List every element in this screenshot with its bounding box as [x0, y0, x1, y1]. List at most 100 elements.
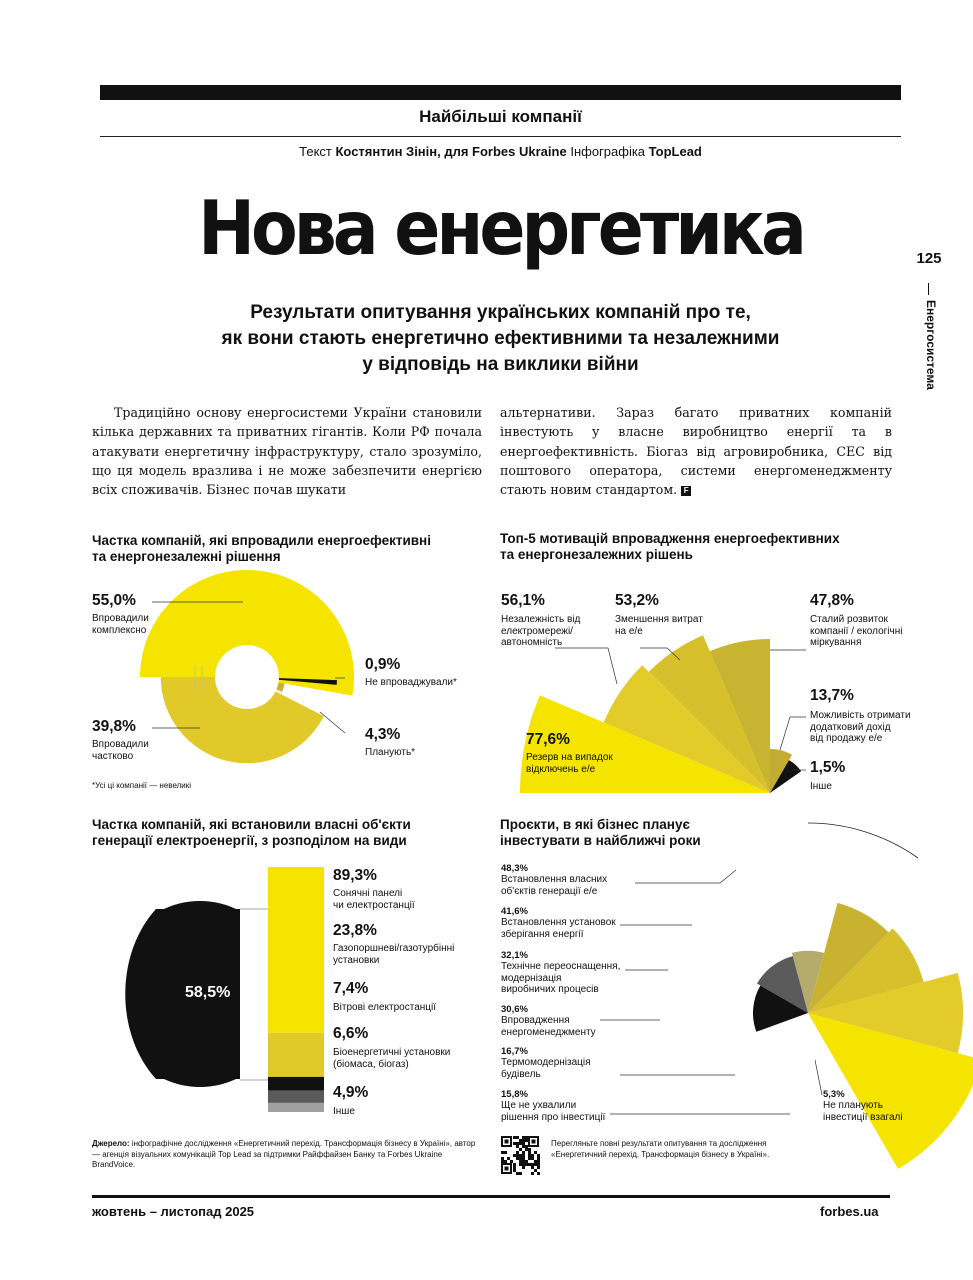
body-text-left: Традиційно основу енергосистеми України … — [92, 405, 482, 498]
source-line1-text: інфографічне дослідження «Енергетичний п… — [131, 1139, 476, 1148]
chart3-bar-name-0-line2: чи електростанції — [333, 899, 415, 911]
chart2-label-value-4: 13,7% — [810, 687, 854, 704]
chart4-label-value-0: 48,3% — [501, 863, 528, 874]
chart2-label-name-2: Зменшення витрат на е/е — [615, 614, 703, 637]
qr-module — [519, 1172, 522, 1175]
chart2-slice-1 — [603, 665, 770, 793]
chart1-title: Частка компаній, які впровадили енергоеф… — [92, 533, 431, 565]
chart4-label-name-6-line2: інвестиції взагалі — [823, 1111, 903, 1123]
chart1-label-name-0: Впровадили комплексно — [92, 613, 149, 636]
chart4-label-name-0-line2: об'єктів генерації е/е — [501, 885, 598, 897]
chart2-label-name-4-line3: від продажу е/е — [810, 733, 883, 744]
chart3-bar-name-3-line2: (біомаса, біогаз) — [333, 1058, 409, 1070]
qr-module — [501, 1160, 504, 1163]
qr-module — [504, 1151, 507, 1154]
chart3-bar-value-2: 7,4% — [333, 980, 369, 997]
qr-module — [528, 1148, 531, 1151]
chart2-slice-0 — [520, 695, 770, 793]
chart3-bar-value-3: 6,6% — [333, 1025, 369, 1042]
chart2-label-value-2: 53,2% — [615, 592, 659, 609]
chart4-slice-3 — [808, 902, 889, 1013]
qr-code-icon[interactable] — [500, 1135, 540, 1175]
chart2-title-line1: Топ-5 мотивацій впровадження енергоефект… — [500, 531, 840, 546]
chart4-label-name-3: Впровадження енергоменеджменту — [501, 1015, 596, 1038]
qr-module — [522, 1157, 525, 1160]
qr-module — [519, 1139, 522, 1142]
chart1-label-name-3: Не впроваджували* — [365, 677, 457, 688]
chart2-slice-4 — [770, 748, 793, 793]
qr-module — [519, 1148, 522, 1151]
qr-module — [528, 1163, 531, 1166]
chart3-bar-name-0-line1: Сонячні панелі — [333, 888, 403, 899]
qr-module — [516, 1172, 519, 1175]
credits: Текст Костянтин Зінін, для Forbes Ukrain… — [100, 144, 901, 159]
qr-module — [525, 1160, 528, 1163]
qr-module — [531, 1166, 534, 1169]
qr-module — [522, 1163, 525, 1166]
source-line3: BrandVoice. — [92, 1160, 136, 1169]
chart2-slice-2 — [648, 635, 770, 793]
qr-module — [531, 1157, 534, 1160]
qr-module — [516, 1142, 519, 1145]
qr-module — [528, 1157, 531, 1160]
page-number: 125 — [916, 250, 942, 267]
chart4-title-line1: Проєкти, в які бізнес планує — [500, 817, 690, 832]
chart4-label-value-4: 16,7% — [501, 1046, 528, 1057]
chart2-label-name-1-line3: автономність — [501, 637, 563, 648]
chart3-share-fill — [125, 909, 240, 1079]
chart2-leader-2 — [640, 647, 681, 661]
chart1-slice-0 — [140, 570, 354, 696]
chart3-bar-value-4: 4,9% — [333, 1084, 369, 1101]
qr-module — [525, 1148, 528, 1151]
chart3-title-line1: Частка компаній, які встановили власні о… — [92, 817, 411, 832]
chart2-label-name-4-line1: Можливість отримати — [810, 710, 911, 721]
qr-module — [519, 1160, 522, 1163]
chart4-leader-0 — [635, 869, 737, 884]
chart1-slice-1 — [160, 677, 324, 764]
chart2-label-name-1-line1: Незалежність від — [501, 614, 581, 625]
chart4-label-name-0-line1: Встановлення власних — [501, 874, 608, 885]
qr-module — [519, 1163, 522, 1166]
chart4-label-name-6: Не планують інвестиції взагалі — [823, 1100, 903, 1123]
chart4-label-value-1: 41,6% — [501, 906, 528, 917]
qr-note-line2: «Енергетичний перехід. Трансформація біз… — [551, 1149, 770, 1159]
qr-module — [537, 1166, 540, 1169]
chart4-slice-1 — [808, 972, 964, 1054]
qr-module — [501, 1151, 504, 1154]
chart3-bar-name-3-line1: Біоенергетичні установки — [333, 1047, 451, 1058]
qr-module — [519, 1154, 522, 1157]
chart2-label-name-0-line1: Резерв на випадок — [526, 752, 613, 763]
qr-module — [519, 1142, 522, 1145]
chart2-label-name-2-line2: на е/е — [615, 625, 643, 637]
qr-module — [522, 1151, 525, 1154]
qr-module — [516, 1145, 519, 1148]
chart4-label-name-5-line2: рішення про інвестиції — [501, 1111, 606, 1123]
chart3-bar-name-2: Вітрові електростанції — [333, 1002, 437, 1013]
qr-module — [507, 1157, 510, 1160]
footer-site[interactable]: forbes.ua — [820, 1204, 879, 1219]
qr-module — [513, 1136, 516, 1139]
chart1-slice-2 — [276, 682, 285, 692]
qr-module — [537, 1163, 540, 1166]
chart3-bar-segment-1 — [268, 1032, 324, 1077]
chart4-label-name-3-line1: Впровадження — [501, 1015, 570, 1026]
chart4-label-name-5: Ще не ухвалили рішення про інвестиції — [501, 1100, 605, 1123]
chart4-label-name-2: Технічне переоснащення, модернізація вир… — [501, 961, 620, 996]
qr-finder-core-1 — [531, 1139, 536, 1144]
chart4-label-name-1-line2: зберігання енергії — [501, 928, 584, 940]
qr-module — [537, 1160, 540, 1163]
chart4-label-name-4-line2: будівель — [501, 1068, 541, 1080]
sidebar-divider — [928, 283, 929, 295]
chart2-label-name-2-line1: Зменшення витрат — [615, 614, 703, 625]
qr-module — [528, 1154, 531, 1157]
subhead-line2: як вони стають енергетично ефективними т… — [221, 328, 780, 349]
chart4-slice-2 — [808, 928, 924, 1013]
chart3-bar-name-3: Біоенергетичні установки (біомаса, біога… — [333, 1047, 450, 1070]
chart3-title-line2: генерації електроенергії, з розподілом н… — [92, 833, 407, 848]
chart2-title: Топ-5 мотивацій впровадження енергоефект… — [500, 531, 840, 563]
chart4-label-name-3-line2: енергоменеджменту — [501, 1026, 596, 1038]
chart1-title-line1: Частка компаній, які впровадили енергоеф… — [92, 533, 431, 548]
